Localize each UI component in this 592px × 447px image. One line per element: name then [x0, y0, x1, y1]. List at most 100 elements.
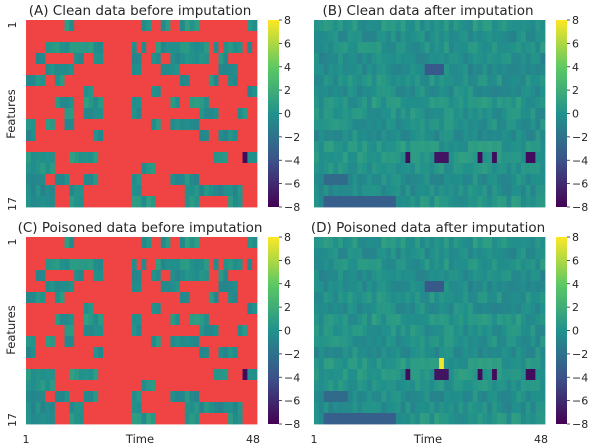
heatmap-cell: [252, 303, 258, 315]
heatmap-cell: [40, 347, 46, 359]
colorbar-tick-label: −6: [572, 178, 588, 191]
heatmap-cell: [45, 248, 51, 260]
heatmap-cell: [213, 163, 219, 175]
heatmap-cell: [496, 391, 503, 403]
heatmap-cell: [482, 347, 488, 359]
heatmap-cell: [122, 336, 128, 348]
heatmap-cell: [117, 119, 123, 131]
colorbar-tick-label: −8: [572, 201, 588, 214]
heatmap-cell: [45, 53, 51, 65]
heatmap-cell: [429, 75, 435, 87]
heatmap-cell: [516, 303, 522, 315]
heatmap-cell: [492, 369, 498, 381]
heatmap-cell: [237, 119, 243, 131]
heatmap-cell: [448, 380, 454, 392]
heatmap-cell: [342, 174, 349, 186]
heatmap-cell: [218, 20, 224, 32]
colorbar-tick-label: −4: [572, 371, 588, 384]
heatmap-cell: [54, 358, 61, 370]
heatmap-cell: [131, 303, 138, 315]
heatmap-cell: [395, 42, 402, 54]
heatmap-cell: [136, 31, 142, 43]
heatmap-cell: [381, 86, 387, 98]
heatmap-cell: [69, 130, 75, 142]
heatmap-cell: [405, 86, 411, 98]
heatmap-cell: [64, 174, 70, 186]
heatmap-cell: [362, 314, 368, 326]
colorbar-tick-label: 2: [284, 301, 291, 314]
heatmap-cell: [496, 152, 503, 164]
heatmap-cell: [127, 303, 133, 315]
heatmap-cell: [366, 75, 373, 87]
heatmap-cell: [352, 119, 358, 131]
heatmap-cell: [376, 163, 382, 175]
heatmap-cell: [26, 31, 32, 43]
heatmap-cell: [468, 369, 474, 381]
heatmap-cell: [520, 31, 527, 43]
heatmap-cell: [540, 185, 546, 197]
heatmap-cell: [199, 174, 205, 186]
heatmap-cell: [199, 31, 205, 43]
heatmap-cell: [141, 64, 147, 76]
heatmap-cell: [117, 97, 123, 109]
heatmap-cell: [501, 237, 507, 249]
heatmap-cell: [69, 336, 75, 348]
heatmap-cell: [170, 86, 176, 98]
heatmap-cell: [170, 152, 176, 164]
heatmap-cell: [98, 185, 104, 197]
heatmap-cell: [247, 292, 253, 304]
heatmap-cell: [122, 369, 128, 381]
heatmap-cell: [371, 358, 377, 370]
colorbar-tick-label: 8: [284, 14, 291, 27]
heatmap-cell: [400, 185, 406, 197]
heatmap-cell: [391, 64, 397, 76]
heatmap-cell: [410, 380, 416, 392]
heatmap-cell: [323, 413, 329, 425]
heatmap-cell: [74, 380, 80, 392]
heatmap-cell: [180, 108, 186, 120]
heatmap-cell: [35, 130, 41, 142]
heatmap-cell: [35, 336, 41, 348]
heatmap-cell: [88, 347, 94, 359]
heatmap-cell: [458, 248, 464, 260]
colorbar-tick-label: 4: [284, 278, 291, 291]
heatmap-cell: [83, 20, 89, 32]
heatmap-cell: [242, 336, 248, 348]
heatmap-cell: [199, 248, 205, 260]
heatmap-cell: [376, 380, 382, 392]
heatmap-cell: [40, 53, 46, 65]
heatmap-cell: [50, 391, 56, 403]
heatmap-cell: [391, 270, 397, 282]
heatmap-cell: [371, 196, 377, 208]
heatmap-cell: [93, 42, 99, 54]
heatmap-cell: [323, 237, 329, 249]
heatmap-cell: [228, 325, 234, 337]
heatmap-cell: [540, 108, 546, 120]
heatmap-cell: [74, 336, 80, 348]
heatmap-cell: [107, 380, 114, 392]
heatmap-cell: [342, 185, 349, 197]
heatmap-cell: [366, 292, 373, 304]
heatmap-cell: [405, 248, 411, 260]
heatmap-cell: [535, 64, 541, 76]
heatmap-cell: [242, 53, 248, 65]
heatmap-cell: [472, 130, 479, 142]
heatmap-cell: [122, 86, 128, 98]
heatmap-cell: [371, 130, 377, 142]
heatmap-cell: [472, 402, 479, 414]
heatmap-cell: [487, 314, 493, 326]
heatmap-cell: [189, 380, 195, 392]
heatmap-cell: [362, 369, 368, 381]
heatmap-cell: [357, 163, 363, 175]
heatmap-cell: [362, 270, 368, 282]
heatmap-cell: [40, 196, 46, 208]
panel-a-title: (A) Clean data before imputation: [29, 3, 252, 19]
heatmap-cell: [252, 314, 258, 326]
heatmap-cell: [155, 64, 162, 76]
heatmap-cell: [208, 20, 215, 32]
heatmap-cell: [189, 64, 195, 76]
heatmap-cell: [342, 270, 349, 282]
heatmap-cell: [352, 141, 358, 153]
heatmap-cell: [434, 75, 440, 87]
heatmap-cell: [199, 259, 205, 271]
